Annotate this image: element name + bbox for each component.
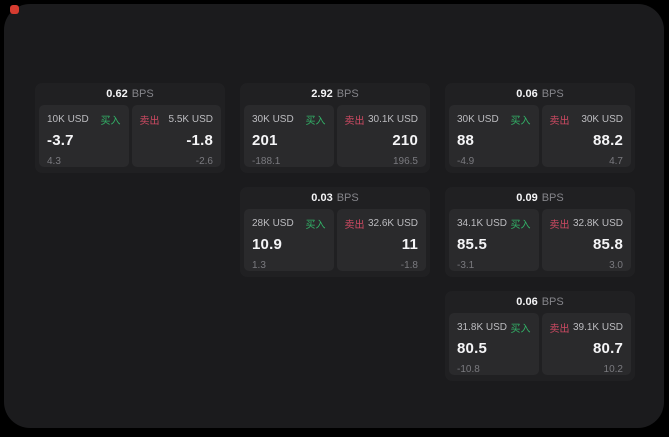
buy-delta: -3.1	[457, 260, 475, 271]
sell-amount: 32.8K USD	[572, 218, 623, 229]
bps-value: 2.92	[311, 88, 333, 100]
bps-unit-label: BPS	[336, 192, 359, 204]
card-body: 30K USD 买入 201 -188.1 卖出 30.1K USD 210 1…	[240, 105, 430, 167]
sell-price: 11	[401, 236, 418, 253]
buy-price: 10.9	[252, 236, 282, 253]
card-header: 2.92 BPS	[240, 83, 430, 105]
buy-side-label: 买入	[305, 116, 326, 127]
sell-quote-tile[interactable]: 卖出 32.6K USD 11 -1.8	[336, 209, 426, 271]
sell-amount: 30.1K USD	[367, 114, 418, 125]
sell-amount: 39.1K USD	[572, 322, 623, 333]
card-header: 0.03 BPS	[240, 187, 430, 209]
bps-unit-label: BPS	[336, 88, 359, 100]
sell-amount: 5.5K USD	[168, 114, 213, 125]
quote-card: 0.09 BPS 34.1K USD 买入 85.5 -3.1 卖出 32.8K…	[445, 187, 635, 277]
sell-quote-tile[interactable]: 卖出 30K USD 88.2 4.7	[541, 105, 631, 167]
buy-quote-tile[interactable]: 10K USD 买入 -3.7 4.3	[39, 105, 129, 167]
sell-delta: -2.6	[195, 156, 213, 167]
buy-quote-tile[interactable]: 28K USD 买入 10.9 1.3	[244, 209, 334, 271]
quote-card: 2.92 BPS 30K USD 买入 201 -188.1 卖出 30.1K …	[240, 83, 430, 173]
bps-value: 0.09	[516, 192, 538, 204]
bps-value: 0.06	[516, 296, 538, 308]
buy-price: 80.5	[457, 340, 487, 357]
buy-delta: -10.8	[457, 364, 480, 375]
card-body: 34.1K USD 买入 85.5 -3.1 卖出 32.8K USD 85.8…	[445, 209, 635, 271]
buy-quote-tile[interactable]: 31.8K USD 买入 80.5 -10.8	[449, 313, 539, 375]
sell-price: 85.8	[593, 236, 623, 253]
sell-amount: 32.6K USD	[367, 218, 418, 229]
sell-price: 88.2	[593, 132, 623, 149]
buy-quote-tile[interactable]: 30K USD 买入 201 -188.1	[244, 105, 334, 167]
card-header: 0.06 BPS	[445, 291, 635, 313]
sell-quote-tile[interactable]: 卖出 5.5K USD -1.8 -2.6	[131, 105, 221, 167]
buy-price: 85.5	[457, 236, 487, 253]
bps-unit-label: BPS	[541, 88, 564, 100]
card-body: 31.8K USD 买入 80.5 -10.8 卖出 39.1K USD 80.…	[445, 313, 635, 375]
quote-card: 0.03 BPS 28K USD 买入 10.9 1.3 卖出 32.6K US…	[240, 187, 430, 277]
bps-unit-label: BPS	[541, 296, 564, 308]
buy-delta: 4.3	[47, 156, 61, 167]
sell-side-label: 卖出	[139, 116, 160, 127]
buy-side-label: 买入	[100, 116, 121, 127]
buy-side-label: 买入	[510, 220, 531, 231]
card-header: 0.62 BPS	[35, 83, 225, 105]
sell-side-label: 卖出	[549, 324, 570, 335]
sell-side-label: 卖出	[549, 220, 570, 231]
sell-price: 210	[392, 132, 418, 149]
buy-price: 201	[252, 132, 278, 149]
sell-side-label: 卖出	[344, 220, 365, 231]
red-dot-icon	[10, 5, 19, 14]
card-header: 0.09 BPS	[445, 187, 635, 209]
quote-card: 0.62 BPS 10K USD 买入 -3.7 4.3 卖出 5.5K USD…	[35, 83, 225, 173]
bps-unit-label: BPS	[131, 88, 154, 100]
buy-quote-tile[interactable]: 30K USD 买入 88 -4.9	[449, 105, 539, 167]
buy-side-label: 买入	[305, 220, 326, 231]
buy-quote-tile[interactable]: 34.1K USD 买入 85.5 -3.1	[449, 209, 539, 271]
sell-quote-tile[interactable]: 卖出 32.8K USD 85.8 3.0	[541, 209, 631, 271]
bps-value: 0.06	[516, 88, 538, 100]
buy-side-label: 买入	[510, 324, 531, 335]
card-body: 28K USD 买入 10.9 1.3 卖出 32.6K USD 11 -1.8	[240, 209, 430, 271]
quote-card: 0.06 BPS 30K USD 买入 88 -4.9 卖出 30K USD 8…	[445, 83, 635, 173]
buy-amount: 31.8K USD	[457, 322, 508, 333]
sell-delta: -1.8	[400, 260, 418, 271]
sell-price: 80.7	[593, 340, 623, 357]
buy-delta: -188.1	[252, 156, 281, 167]
bps-unit-label: BPS	[541, 192, 564, 204]
buy-amount: 34.1K USD	[457, 218, 508, 229]
buy-amount: 10K USD	[47, 114, 89, 125]
buy-side-label: 买入	[510, 116, 531, 127]
card-body: 30K USD 买入 88 -4.9 卖出 30K USD 88.2 4.7	[445, 105, 635, 167]
buy-amount: 30K USD	[457, 114, 499, 125]
buy-delta: -4.9	[457, 156, 475, 167]
sell-delta: 3.0	[609, 260, 623, 271]
buy-amount: 28K USD	[252, 218, 294, 229]
bps-value: 0.62	[106, 88, 128, 100]
sell-amount: 30K USD	[581, 114, 623, 125]
sell-delta: 4.7	[609, 156, 623, 167]
buy-delta: 1.3	[252, 260, 266, 271]
bps-value: 0.03	[311, 192, 333, 204]
buy-amount: 30K USD	[252, 114, 294, 125]
sell-price: -1.8	[186, 132, 213, 149]
card-body: 10K USD 买入 -3.7 4.3 卖出 5.5K USD -1.8 -2.…	[35, 105, 225, 167]
sell-delta: 196.5	[392, 156, 418, 167]
sell-side-label: 卖出	[344, 116, 365, 127]
buy-price: -3.7	[47, 132, 74, 149]
sell-side-label: 卖出	[549, 116, 570, 127]
sell-delta: 10.2	[603, 364, 623, 375]
sell-quote-tile[interactable]: 卖出 39.1K USD 80.7 10.2	[541, 313, 631, 375]
quote-card: 0.06 BPS 31.8K USD 买入 80.5 -10.8 卖出 39.1…	[445, 291, 635, 381]
card-header: 0.06 BPS	[445, 83, 635, 105]
buy-price: 88	[457, 132, 475, 149]
sell-quote-tile[interactable]: 卖出 30.1K USD 210 196.5	[336, 105, 426, 167]
